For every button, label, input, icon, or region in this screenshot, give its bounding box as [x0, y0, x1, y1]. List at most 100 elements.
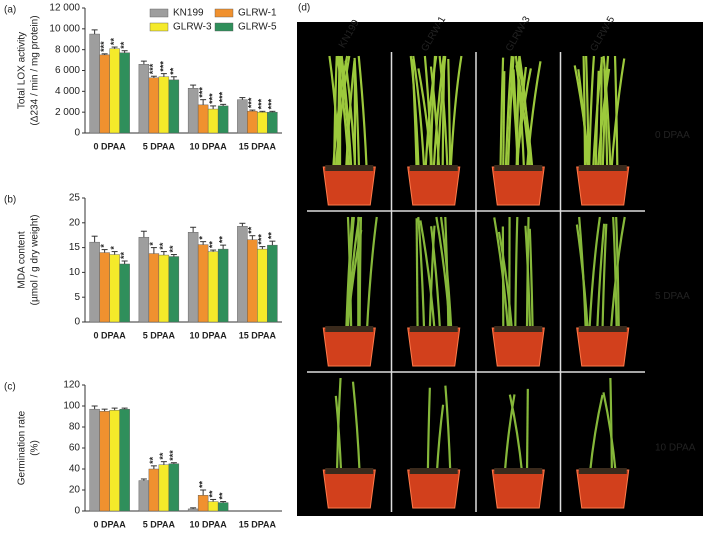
panel-label: (d) [298, 3, 310, 14]
soil [325, 468, 374, 474]
leaf [587, 55, 596, 172]
significance: *** [208, 93, 218, 104]
leaf [528, 228, 534, 333]
error-bar [91, 235, 98, 243]
error-bar [91, 29, 98, 35]
bar [148, 468, 160, 512]
y-axis-label: Total LOX activity [17, 32, 28, 109]
bar [148, 253, 160, 323]
significance: *** [99, 41, 109, 52]
error-bar [101, 408, 108, 412]
error-bar [220, 244, 227, 250]
bar [207, 108, 219, 134]
soil [578, 326, 627, 332]
significance: ** [168, 67, 178, 75]
significance: ** [158, 242, 168, 250]
error-bar [121, 50, 128, 53]
leaf [612, 216, 618, 333]
error-bar [190, 226, 197, 233]
leaf [351, 381, 361, 475]
leaf [502, 71, 506, 172]
error-bar [121, 260, 128, 264]
row-label: 0 DPAA [655, 130, 690, 141]
leaf [432, 55, 445, 172]
pot [407, 166, 461, 206]
leaf [508, 394, 524, 475]
y-axis-label: MDA content [17, 231, 28, 288]
leaf [358, 216, 363, 333]
bar [267, 111, 278, 134]
y-axis-label: (µmol / g dry weight) [30, 215, 41, 306]
significance: ** [198, 480, 208, 488]
significance: ** [158, 452, 168, 460]
significance: *** [267, 98, 277, 109]
leaf [344, 60, 357, 172]
error-bar [150, 247, 157, 254]
leaf [525, 388, 529, 475]
leaf [582, 55, 587, 172]
x-tick-label: 0 DPAA [93, 141, 126, 151]
error-bar [111, 251, 118, 255]
pot [491, 327, 545, 367]
leaf [412, 55, 426, 172]
y-axis-label: Germination rate [17, 410, 28, 485]
leaf [588, 394, 604, 475]
significance: ** [218, 236, 228, 244]
leaf [504, 55, 513, 172]
significance: * [109, 246, 119, 250]
leaf [429, 66, 441, 172]
leaf [602, 392, 617, 475]
error-bar [200, 489, 207, 496]
legend-swatch [214, 8, 234, 18]
y-axis-label: (Δ234 / min / mg protein) [30, 15, 41, 125]
bar [119, 408, 130, 512]
significance: ** [267, 232, 277, 240]
x-tick-label: 5 DPAA [143, 330, 176, 340]
bar [109, 410, 120, 512]
error-bar [190, 84, 197, 89]
bar [217, 105, 229, 134]
y-axis-label: (%) [30, 440, 41, 456]
error-bar [249, 235, 256, 240]
leaf [506, 56, 515, 172]
error-bar [200, 99, 207, 105]
bar [257, 248, 268, 323]
leaf [577, 69, 589, 172]
bar [138, 480, 150, 512]
error-bar [121, 407, 128, 410]
y-tick-label: 12 000 [49, 3, 80, 14]
leaf [417, 216, 426, 333]
soil [409, 468, 458, 474]
significance: *** [257, 234, 267, 245]
error-bar [101, 53, 108, 55]
error-bar [150, 465, 157, 469]
leaf [415, 218, 419, 333]
significance: ** [168, 245, 178, 253]
leaf [339, 58, 353, 172]
soil [325, 165, 374, 171]
leaf [525, 216, 530, 333]
bar [99, 411, 110, 512]
significance: * [148, 242, 158, 246]
leaf [444, 385, 452, 475]
leaf [444, 216, 450, 333]
leaf [596, 68, 611, 172]
y-tick-label: 25 [69, 193, 81, 204]
bar [168, 79, 180, 134]
bar [207, 501, 219, 512]
leaf [419, 220, 436, 333]
panel-label: (b) [4, 195, 16, 206]
bar [119, 52, 130, 134]
bar [109, 254, 120, 323]
legend-label: GLRW-3 [173, 22, 212, 33]
leaf [503, 394, 516, 475]
error-bar [160, 73, 167, 77]
bar [217, 248, 229, 323]
pot [576, 166, 630, 206]
y-tick-label: 10 000 [49, 23, 80, 34]
leaf [430, 226, 442, 333]
leaf [365, 216, 378, 333]
bar [99, 54, 110, 134]
leaf [588, 216, 601, 333]
error-bar [259, 246, 266, 250]
